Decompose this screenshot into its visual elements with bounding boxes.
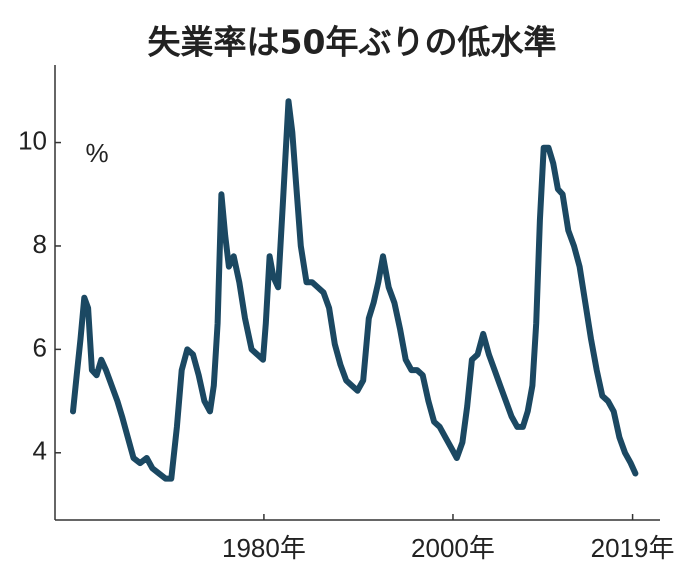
y-tick-label: 8 xyxy=(33,229,47,259)
x-tick-label: 2000年 xyxy=(411,533,495,563)
line-series xyxy=(70,98,639,482)
unit-annotation: % xyxy=(85,138,108,168)
y-tick-label: 10 xyxy=(18,125,47,155)
y-tick-label: 6 xyxy=(33,332,47,362)
chart-title: 失業率は50年ぶりの低水準 xyxy=(148,23,557,62)
y-tick-label: 4 xyxy=(33,436,47,466)
x-tick-label: 1980年 xyxy=(222,533,306,563)
x-tick-label: 2019年 xyxy=(591,533,675,563)
